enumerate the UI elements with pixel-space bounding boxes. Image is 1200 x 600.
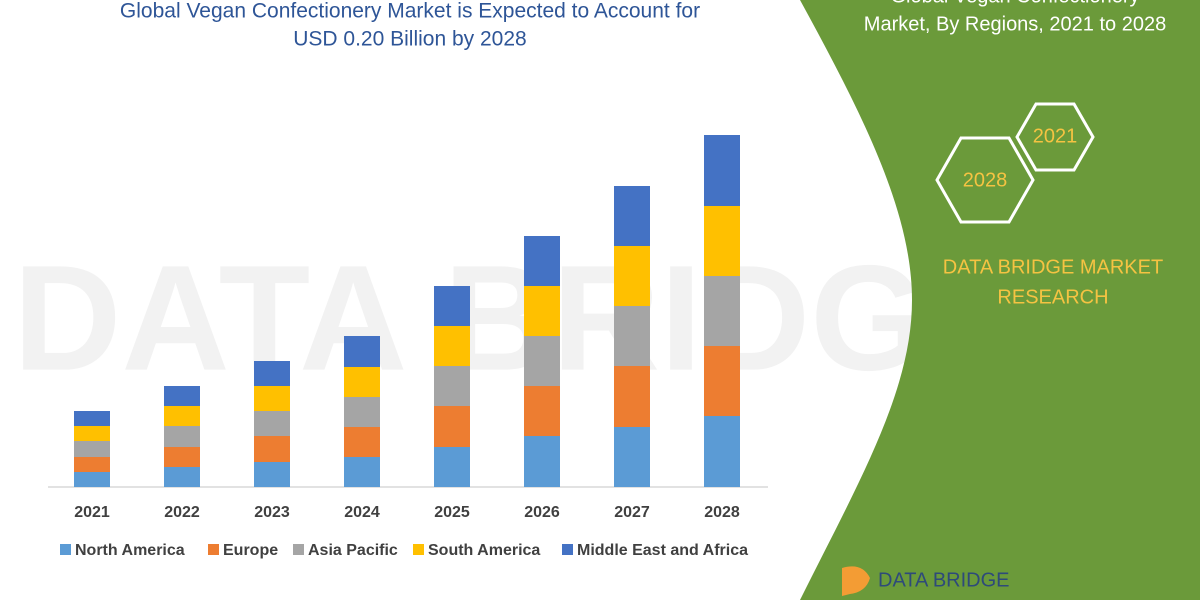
- chart-title: Global Vegan Confectionery Market is Exp…: [120, 0, 700, 23]
- x-tick-label: 2028: [704, 504, 740, 521]
- x-tick-label: 2025: [434, 504, 470, 521]
- x-tick-label: 2024: [344, 504, 380, 521]
- bar-segment: [614, 366, 650, 427]
- legend-label: Europe: [223, 542, 278, 559]
- bar-segment: [344, 336, 380, 367]
- bar-segment: [74, 457, 110, 472]
- x-tick-label: 2021: [74, 504, 110, 521]
- bar-segment: [524, 236, 560, 286]
- bar-segment: [164, 467, 200, 487]
- bar-segment: [524, 386, 560, 436]
- legend-label: South America: [428, 542, 540, 559]
- bar-segment: [524, 286, 560, 336]
- logo-text: DATA BRIDGE: [878, 569, 1010, 591]
- bar-segment: [434, 447, 470, 487]
- bar-segment: [344, 427, 380, 457]
- bar-segment: [74, 441, 110, 457]
- bar-segment: [254, 462, 290, 487]
- legend-swatch: [293, 544, 304, 555]
- bar-segment: [164, 426, 200, 447]
- bar-segment: [74, 411, 110, 426]
- side-heading: Global Vegan Confectionery: [890, 0, 1139, 7]
- bar-segment: [254, 411, 290, 436]
- bar-segment: [254, 361, 290, 386]
- bar-segment: [614, 246, 650, 306]
- bar-segment: [164, 406, 200, 426]
- legend-label: Asia Pacific: [308, 542, 398, 559]
- legend-label: North America: [75, 542, 185, 559]
- bar-segment: [344, 367, 380, 397]
- bar-segment: [74, 426, 110, 441]
- bar-segment: [704, 276, 740, 346]
- hexagon: [1015, 102, 1095, 172]
- brand-text: DATA BRIDGE MARKET: [943, 256, 1163, 278]
- bar-segment: [704, 416, 740, 487]
- hexagon-label: 2021: [1033, 125, 1078, 147]
- bar-segment: [254, 386, 290, 411]
- side-panel: [800, 0, 1200, 600]
- watermark: DATA BRIDGE: [13, 234, 1027, 402]
- x-tick-label: 2022: [164, 504, 200, 521]
- bar-segment: [704, 206, 740, 276]
- x-tick-label: 2026: [524, 504, 560, 521]
- legend-swatch: [413, 544, 424, 555]
- bar-segment: [614, 306, 650, 366]
- bar-segment: [704, 346, 740, 416]
- bar-segment: [344, 397, 380, 427]
- legend-swatch: [60, 544, 71, 555]
- chart-title: USD 0.20 Billion by 2028: [293, 28, 526, 51]
- bar-segment: [614, 427, 650, 487]
- legend-swatch: [562, 544, 573, 555]
- x-tick-label: 2023: [254, 504, 290, 521]
- bar-segment: [164, 447, 200, 467]
- side-heading: Market, By Regions, 2021 to 2028: [864, 13, 1166, 35]
- bar-segment: [434, 406, 470, 447]
- bar-segment: [704, 135, 740, 206]
- bar-segment: [164, 386, 200, 406]
- bar-segment: [254, 436, 290, 462]
- logo-icon: [842, 566, 870, 596]
- hexagon-label: 2028: [963, 169, 1008, 191]
- legend-label: Middle East and Africa: [577, 542, 748, 559]
- hexagon: [935, 136, 1035, 224]
- x-tick-label: 2027: [614, 504, 650, 521]
- bar-segment: [524, 436, 560, 487]
- bar-segment: [614, 186, 650, 246]
- bar-segment: [74, 472, 110, 487]
- brand-text: RESEARCH: [997, 286, 1108, 308]
- legend-swatch: [208, 544, 219, 555]
- bar-segment: [344, 457, 380, 487]
- bar-segment: [524, 336, 560, 386]
- bar-segment: [434, 326, 470, 366]
- bar-segment: [434, 286, 470, 326]
- bar-segment: [434, 366, 470, 406]
